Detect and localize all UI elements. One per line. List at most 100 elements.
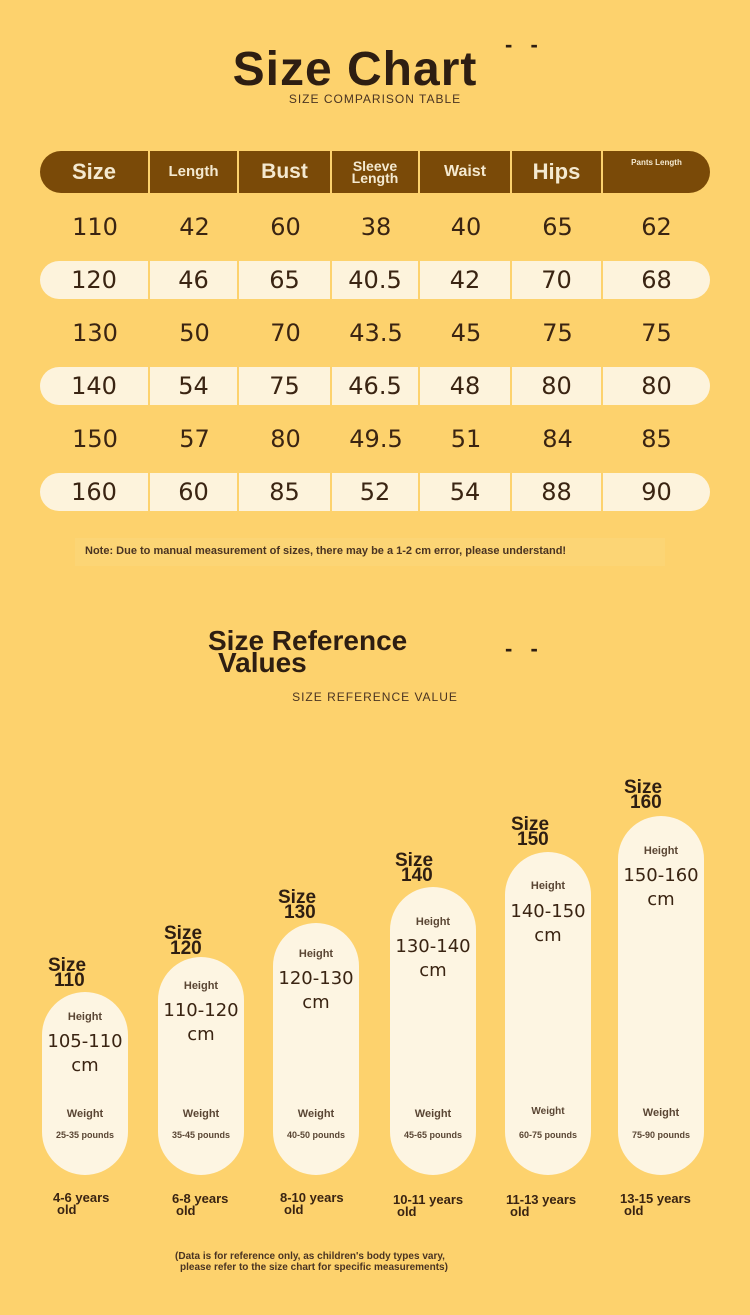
table-cell: 85 — [239, 473, 332, 511]
table-cell: 140 — [40, 367, 150, 405]
height-label: Height — [298, 948, 334, 960]
age-label-150: 11-13 years old — [506, 1192, 577, 1218]
weight-label: Weight — [66, 1108, 104, 1120]
table-cell: 40.5 — [332, 261, 420, 299]
size-label-110: Size 110 — [48, 955, 87, 990]
column-header-hips: Hips — [512, 151, 603, 193]
height-range: 120-130 — [278, 968, 354, 989]
table-cell: 40 — [450, 213, 482, 241]
size-card-140: Height 130-140 cm Weight 45-65 pounds — [390, 887, 476, 1175]
size-label-140: Size 140 — [395, 850, 434, 886]
weight-value: 60-75 pounds — [518, 1130, 577, 1140]
size-number: 140 — [401, 865, 433, 886]
size-word: Size — [395, 850, 434, 871]
height-value: 150-160 cm — [618, 864, 704, 912]
table-cell: 85 — [641, 425, 672, 453]
age-label-130: 8-10 years old — [280, 1190, 344, 1217]
size-card-110: Height 105-110 cm Weight 25-35 pounds — [42, 992, 128, 1175]
table-cell: 70 — [270, 319, 301, 347]
weight-label: Weight — [642, 1107, 680, 1119]
reference-title: Size Reference Values — [208, 625, 408, 678]
column-header-pants-length: Pants Length — [631, 158, 682, 167]
column-header-bust: Bust — [239, 151, 332, 193]
table-cell: 80 — [641, 372, 672, 400]
table-cell: 75 — [542, 319, 573, 347]
size-word: Size — [278, 887, 317, 908]
table-cell: 50 — [179, 319, 210, 347]
table-cell: 42 — [420, 261, 512, 299]
table-cell: 45 — [450, 319, 482, 347]
size-word: Size — [164, 923, 203, 944]
footnote-line: please refer to the size chart for speci… — [180, 1262, 448, 1273]
size-card-120: Height 110-120 cm Weight 35-45 pounds — [158, 957, 244, 1175]
table-cell: 88 — [512, 473, 603, 511]
age-line: 11-13 years — [506, 1192, 577, 1207]
size-label-150: Size 150 — [511, 814, 550, 850]
footnote-line: (Data is for reference only, as children… — [175, 1251, 445, 1262]
weight-value: 75-90 pounds — [631, 1130, 690, 1140]
size-card-130: Height 120-130 cm Weight 40-50 pounds — [273, 923, 359, 1175]
age-line: old — [284, 1202, 304, 1217]
table-cell: 52 — [332, 473, 420, 511]
weight-value: 40-50 pounds — [286, 1130, 345, 1140]
table-cell: 49.5 — [349, 425, 403, 453]
height-label: Height — [643, 845, 679, 857]
height-unit: cm — [71, 1055, 99, 1076]
weight-value: 35-45 pounds — [171, 1130, 230, 1140]
age-line: 8-10 years — [280, 1190, 344, 1205]
table-cell: 80 — [270, 425, 301, 453]
size-number: 130 — [284, 902, 316, 923]
reference-title-line2: Values — [218, 647, 307, 678]
table-cell: 80 — [512, 367, 603, 405]
page-title: Size Chart — [232, 43, 478, 96]
age-line: old — [57, 1202, 77, 1217]
weight-value: 45-65 pounds — [403, 1130, 462, 1140]
size-card-150: Height 140-150 cm Weight 60-75 pounds — [505, 852, 591, 1175]
weight-label: Weight — [297, 1108, 335, 1120]
height-unit: cm — [534, 925, 562, 946]
age-label-160: 13-15 years old — [620, 1191, 691, 1217]
table-row: 140 54 75 46.5 48 80 80 — [40, 367, 710, 405]
size-label-160: Size 160 — [624, 777, 663, 812]
height-range: 140-150 — [510, 901, 586, 922]
height-value: 105-110 cm — [42, 1030, 128, 1078]
weight-label: Weight — [414, 1108, 452, 1120]
table-row: 160 60 85 52 54 88 90 — [40, 473, 710, 511]
table-cell: 150 — [72, 425, 118, 453]
age-line: old — [397, 1204, 417, 1219]
table-cell: 54 — [150, 367, 239, 405]
table-cell: 46 — [150, 261, 239, 299]
size-label-130: Size 130 — [278, 887, 317, 923]
table-cell: 60 — [150, 473, 239, 511]
table-row: 150 57 80 49.5 51 84 85 — [40, 420, 710, 458]
size-card-160: Height 150-160 cm Weight 75-90 pounds — [618, 816, 704, 1175]
table-cell: 43.5 — [349, 319, 403, 347]
age-line: 13-15 years — [620, 1191, 691, 1206]
table-cell: 75 — [641, 319, 672, 347]
table-cell: 60 — [270, 213, 301, 241]
page-subtitle: SIZE COMPARISON TABLE — [288, 92, 462, 106]
column-header-size: Size — [40, 151, 150, 193]
table-cell: 65 — [239, 261, 332, 299]
height-unit: cm — [187, 1024, 215, 1045]
weight-label: Weight — [182, 1108, 220, 1120]
table-cell: 130 — [72, 319, 118, 347]
reference-title-line1: Size Reference — [208, 625, 408, 656]
table-cell: 70 — [512, 261, 603, 299]
size-word: Size — [511, 814, 550, 835]
reference-subtitle: SIZE REFERENCE VALUE — [292, 690, 458, 704]
height-range: 130-140 — [395, 936, 471, 957]
table-cell: 120 — [40, 261, 150, 299]
size-number: 150 — [517, 829, 549, 850]
table-cell: 51 — [450, 425, 482, 453]
height-label: Height — [415, 916, 451, 928]
size-number: 120 — [170, 938, 202, 959]
table-cell: 57 — [179, 425, 210, 453]
height-value: 140-150 cm — [505, 900, 591, 948]
height-unit: cm — [419, 960, 447, 981]
table-cell: 90 — [641, 478, 672, 506]
size-word: Size — [48, 955, 87, 976]
size-word: Size — [624, 777, 663, 798]
age-line: 6-8 years — [172, 1191, 229, 1206]
size-label-120: Size 120 — [164, 923, 203, 959]
